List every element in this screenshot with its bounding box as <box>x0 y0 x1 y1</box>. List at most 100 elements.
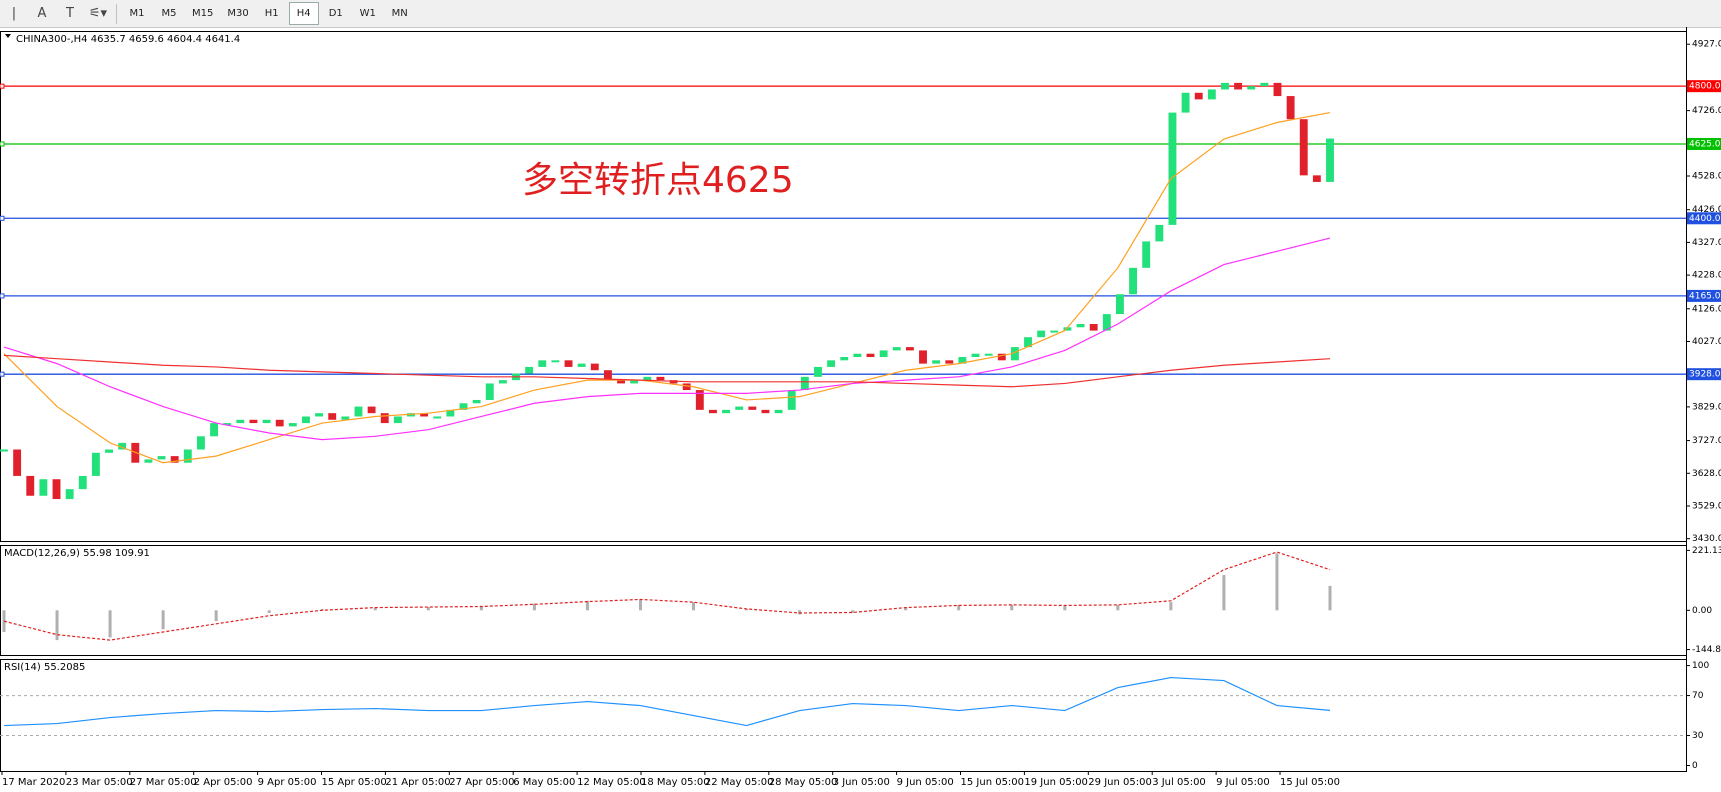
candle <box>1089 323 1098 331</box>
moving-average <box>3 237 1331 441</box>
candle <box>1260 82 1269 87</box>
candle <box>1312 175 1321 182</box>
level-handle <box>0 371 5 377</box>
level-tag <box>1687 212 1721 225</box>
candle <box>118 442 127 450</box>
period-button[interactable]: M30 <box>227 8 249 19</box>
candle <box>984 353 993 356</box>
candle <box>1050 330 1059 333</box>
signal-line <box>3 551 1331 641</box>
y-tick-label: 4426.0 <box>1692 205 1721 215</box>
panel-frame <box>0 659 1687 772</box>
candle <box>210 423 218 437</box>
candle <box>814 366 822 377</box>
period-button[interactable]: W1 <box>359 8 376 19</box>
candle <box>1247 86 1256 90</box>
period-button[interactable]: M5 <box>161 8 177 19</box>
level-label: 4625.0 <box>1689 139 1721 149</box>
candle <box>78 475 87 490</box>
x-tick-label: 3 Jul 05:00 <box>1152 777 1206 788</box>
x-tick-label: 6 May 05:00 <box>513 777 575 788</box>
macd-bar <box>851 610 855 614</box>
cursor-icon[interactable]: | <box>11 6 17 21</box>
y-tick-label: 3829.0 <box>1692 402 1721 412</box>
candle <box>551 360 560 363</box>
panel-title: RSI(14) 55.2085 <box>4 662 85 673</box>
x-tick-label: 28 May 05:00 <box>769 777 838 788</box>
candle <box>971 353 980 358</box>
macd-bar <box>267 610 271 614</box>
annotation: 多空转折点4625 <box>522 160 794 201</box>
macd-bar <box>1063 605 1067 611</box>
macd-bar <box>638 599 642 611</box>
candle <box>236 419 245 424</box>
y-tick-label: 0 <box>1692 761 1698 771</box>
candle <box>183 449 192 463</box>
macd-bar <box>1275 553 1279 611</box>
candle <box>1063 327 1072 331</box>
y-tick-label: 4027.0 <box>1692 337 1721 347</box>
candle <box>39 479 48 496</box>
x-tick-label: 15 Jun 05:00 <box>961 777 1025 788</box>
candle <box>997 353 1006 361</box>
candle <box>1299 119 1308 176</box>
y-tick-label: 4228.0 <box>1692 271 1721 281</box>
y-tick-label: 3430.0 <box>1692 534 1721 544</box>
level-tag <box>1687 289 1721 302</box>
y-tick-label: 30 <box>1692 731 1704 741</box>
y-tick-label: 4327.0 <box>1692 238 1721 248</box>
period-button[interactable]: MN <box>391 8 408 19</box>
candle <box>722 409 731 414</box>
candle <box>249 419 258 424</box>
y-tick-label: 3529.0 <box>1692 501 1721 511</box>
panel-frame <box>0 545 1687 656</box>
text-tool[interactable]: A <box>37 6 47 21</box>
candle <box>617 380 625 384</box>
candle <box>603 370 612 381</box>
candle <box>879 350 888 358</box>
candle <box>262 419 271 424</box>
macd-bar <box>745 608 749 611</box>
panel-frame <box>0 31 1687 542</box>
candle <box>735 406 744 410</box>
period-button[interactable]: H1 <box>264 8 279 19</box>
x-tick-label: 23 Mar 05:00 <box>66 777 133 788</box>
level-tag <box>1687 80 1721 93</box>
macd-bar <box>798 610 802 615</box>
candle <box>669 380 678 384</box>
candle <box>774 409 783 414</box>
candle <box>905 347 914 351</box>
candle <box>196 436 205 450</box>
candle <box>341 416 350 420</box>
period-button[interactable]: D1 <box>328 8 343 19</box>
candle <box>1155 224 1164 242</box>
candle <box>1181 92 1190 113</box>
candle <box>1221 82 1229 90</box>
candle <box>288 423 297 427</box>
x-tick-label: 17 Mar 2020 <box>2 777 65 788</box>
x-tick-label: 18 May 05:00 <box>641 777 710 788</box>
candle <box>1286 96 1295 120</box>
candle <box>472 399 481 404</box>
candle <box>485 383 494 400</box>
candle <box>446 409 455 417</box>
y-tick-label: 4528.0 <box>1692 172 1721 182</box>
macd-bar <box>532 603 536 611</box>
candle <box>787 390 796 410</box>
candle <box>13 449 22 476</box>
period-button[interactable]: H4 <box>288 2 319 25</box>
period-button[interactable]: M1 <box>129 8 145 19</box>
candle <box>1129 267 1138 295</box>
candle <box>315 413 324 417</box>
period-button[interactable]: M15 <box>192 8 214 19</box>
level-label: 4800.0 <box>1689 82 1721 92</box>
x-tick-label: 9 Jul 05:00 <box>1216 777 1270 788</box>
candle <box>827 360 836 367</box>
level-label: 4165.0 <box>1689 291 1721 301</box>
y-tick-label: 4726.0 <box>1692 106 1721 116</box>
candle <box>302 416 310 424</box>
candle <box>459 403 468 410</box>
label-tool[interactable]: T <box>66 6 74 21</box>
macd-bar <box>161 610 165 630</box>
shapes-tool[interactable]: ⚟▾ <box>88 6 108 21</box>
